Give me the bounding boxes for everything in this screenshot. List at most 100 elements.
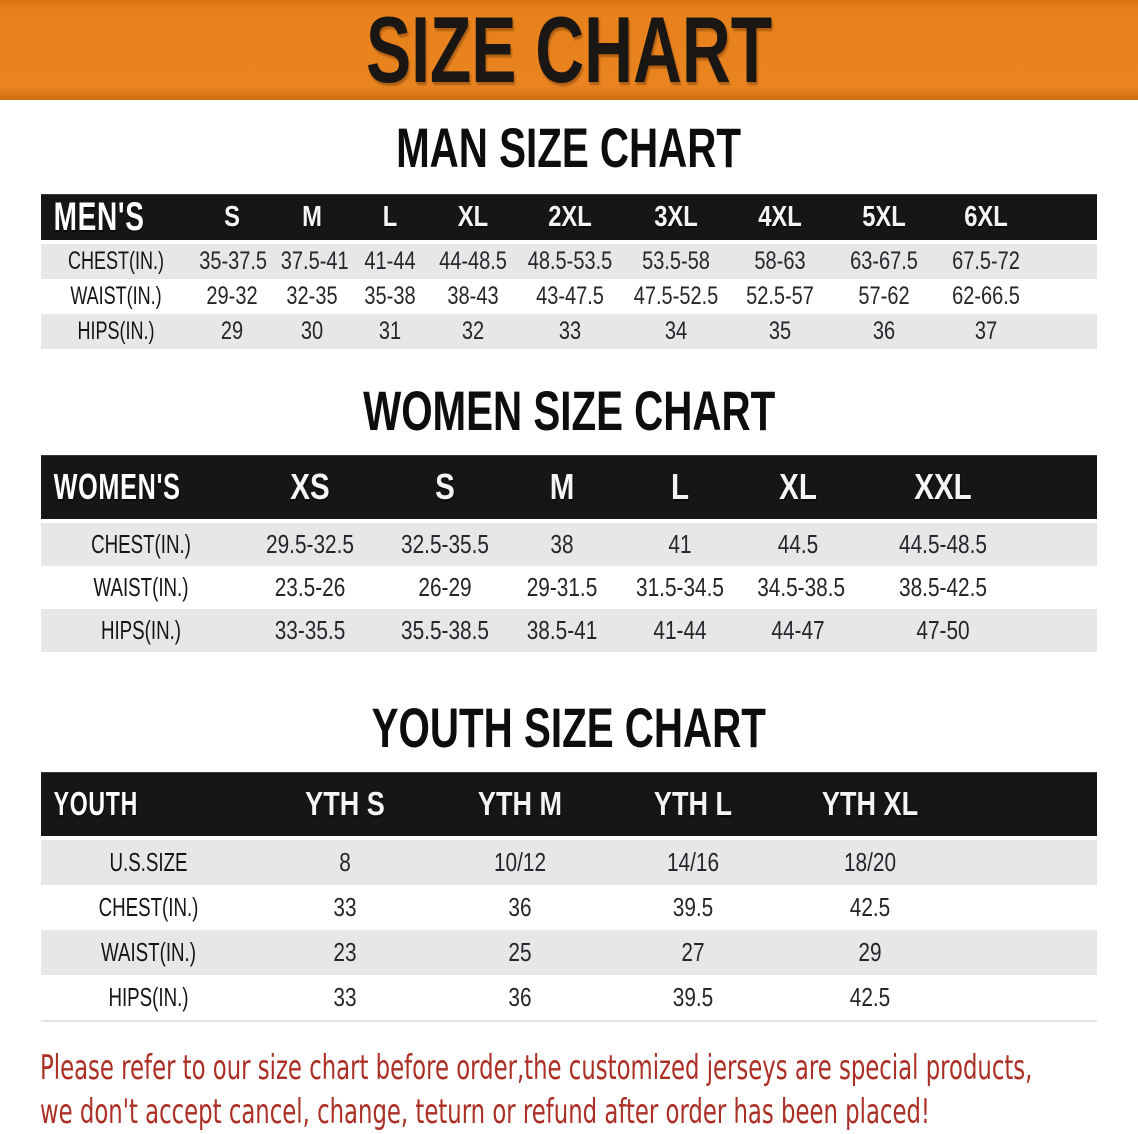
size-column-header: XL [457, 200, 489, 233]
size-column-header: 5XL [862, 200, 906, 233]
size-column-header: M [549, 466, 575, 507]
row-label: WAIST(IN.) [93, 572, 189, 602]
size-value: 58-63 [754, 247, 806, 275]
row-label: U.S.SIZE [109, 847, 188, 877]
size-value: 29 [220, 317, 244, 345]
size-value: 29-31.5 [526, 572, 598, 602]
women-table-header-row: WOMEN'S XS S M L XL XXL [41, 455, 1097, 519]
size-column-header: S [224, 200, 240, 233]
size-column-header: XL [779, 466, 817, 507]
row-label: HIPS(IN.) [77, 317, 155, 345]
size-value: 14/16 [666, 847, 720, 877]
row-label: WAIST(IN.) [101, 937, 196, 967]
row-label: CHEST(IN.) [67, 247, 164, 275]
size-column-header: 3XL [654, 200, 698, 233]
size-value: 23 [333, 937, 357, 967]
size-value: 41-44 [653, 615, 707, 645]
youth-row-chest-in: CHEST(IN.) 33 36 39.5 42.5 [41, 885, 1097, 930]
size-column-header: 4XL [758, 200, 802, 233]
size-value: 26-29 [418, 572, 472, 602]
size-value: 32.5-35.5 [401, 529, 489, 559]
size-value: 27 [681, 937, 705, 967]
size-value: 36 [508, 982, 532, 1012]
size-column-header: XS [290, 466, 330, 507]
size-value: 39.5 [672, 982, 714, 1012]
size-value: 36 [872, 317, 896, 345]
size-value: 23.5-26 [274, 572, 346, 602]
size-value: 47.5-52.5 [633, 282, 719, 310]
disclaimer-line-2: we don't accept cancel, change, teturn o… [40, 1092, 931, 1132]
row-label: HIPS(IN.) [100, 615, 182, 645]
size-column-header: M [302, 200, 322, 233]
size-value: 43-47.5 [536, 282, 604, 310]
women-row-hips-in: HIPS(IN.) 33-35.5 35.5-38.5 38.5-41 41-44 44-… [41, 609, 1097, 652]
youth-section-title: YOUTH SIZE CHART [371, 696, 767, 759]
size-value: 48.5-53.5 [527, 247, 613, 275]
size-value: 35-38 [364, 282, 416, 310]
size-value: 44-47 [771, 615, 825, 645]
men-table-title-cell: MEN'S [53, 194, 145, 239]
size-value: 29.5-32.5 [266, 529, 354, 559]
page-title: SIZE CHART [287, 0, 851, 100]
size-value: 35 [768, 317, 792, 345]
youth-row-u-s-size: U.S.SIZE 8 10/12 14/16 18/20 [41, 840, 1097, 885]
men-row-chest-in: CHEST(IN.) 35-37.5 37.5-41 41-44 44-48.5 48.5… [41, 244, 1097, 279]
size-value: 41-44 [364, 247, 416, 275]
size-value: 33 [558, 317, 582, 345]
women-row-chest-in: CHEST(IN.) 29.5-32.5 32.5-35.5 38 41 44.5 44.5… [41, 523, 1097, 566]
youth-row-waist-in: WAIST(IN.) 23 25 27 29 [41, 930, 1097, 975]
size-value: 42.5 [849, 892, 891, 922]
women-section: WOMEN SIZE CHART WOMEN'S XS S M L XL XXL CHEST(… [0, 379, 1138, 652]
size-value: 29 [858, 937, 882, 967]
size-value: 29-32 [206, 282, 258, 310]
size-value: 18/20 [843, 847, 897, 877]
size-value: 38 [550, 529, 574, 559]
size-value: 67.5-72 [952, 247, 1020, 275]
size-value: 8 [339, 847, 351, 877]
row-label: WAIST(IN.) [70, 282, 162, 310]
size-value: 32-35 [286, 282, 338, 310]
size-value: 63-67.5 [850, 247, 918, 275]
size-value: 32 [461, 317, 485, 345]
women-row-waist-in: WAIST(IN.) 23.5-26 26-29 29-31.5 31.5-34.5 34… [41, 566, 1097, 609]
size-value: 44.5-48.5 [899, 529, 987, 559]
size-value: 57-62 [858, 282, 910, 310]
size-value: 44-48.5 [439, 247, 507, 275]
size-value: 47-50 [916, 615, 970, 645]
size-value: 34.5-38.5 [757, 572, 846, 602]
banner: SIZE CHART [0, 0, 1138, 100]
size-value: 33-35.5 [274, 615, 346, 645]
women-section-title: WOMEN SIZE CHART [362, 379, 776, 442]
youth-size-table: YOUTH YTH S YTH M YTH L YTH XL U.S.SIZE 8 10/12… [41, 772, 1097, 1022]
size-value: 39.5 [672, 892, 714, 922]
youth-table-header-row: YOUTH YTH S YTH M YTH L YTH XL [41, 772, 1097, 836]
size-column-header: L [382, 200, 398, 233]
men-row-hips-in: HIPS(IN.) 29 30 31 32 33 34 35 36 37 [41, 314, 1097, 349]
size-column-header: L [670, 466, 690, 507]
disclaimer-line-1: Please refer to our size chart before or… [40, 1048, 1033, 1088]
size-value: 37.5-41 [280, 247, 349, 275]
men-section-title: MAN SIZE CHART [396, 116, 742, 179]
size-value: 38-43 [447, 282, 499, 310]
size-value: 10/12 [493, 847, 547, 877]
size-column-header: XXL [914, 466, 972, 507]
page-title-text: SIZE CHART [365, 0, 773, 102]
size-value: 41 [668, 529, 692, 559]
men-table-header-row: MEN'S S M L XL 2XL 3XL 4XL 5XL 6XL [41, 194, 1097, 240]
size-value: 33 [333, 982, 357, 1012]
size-column-header: YTH XL [821, 785, 919, 822]
size-value: 42.5 [849, 982, 891, 1012]
size-value: 35-37.5 [199, 247, 268, 275]
youth-table-title-cell: YOUTH [53, 785, 138, 822]
size-column-header: YTH S [305, 785, 385, 822]
row-label: CHEST(IN.) [98, 892, 199, 922]
women-table-title-cell: WOMEN'S [53, 466, 181, 507]
size-value: 34 [664, 317, 688, 345]
size-column-header: 2XL [548, 200, 592, 233]
size-value: 38.5-42.5 [899, 572, 987, 602]
size-value: 25 [508, 937, 532, 967]
size-column-header: YTH M [477, 785, 563, 822]
size-value: 38.5-41 [526, 615, 598, 645]
men-size-table: MEN'S S M L XL 2XL 3XL 4XL 5XL 6XL CHEST(IN.) 35-37… [41, 194, 1097, 349]
